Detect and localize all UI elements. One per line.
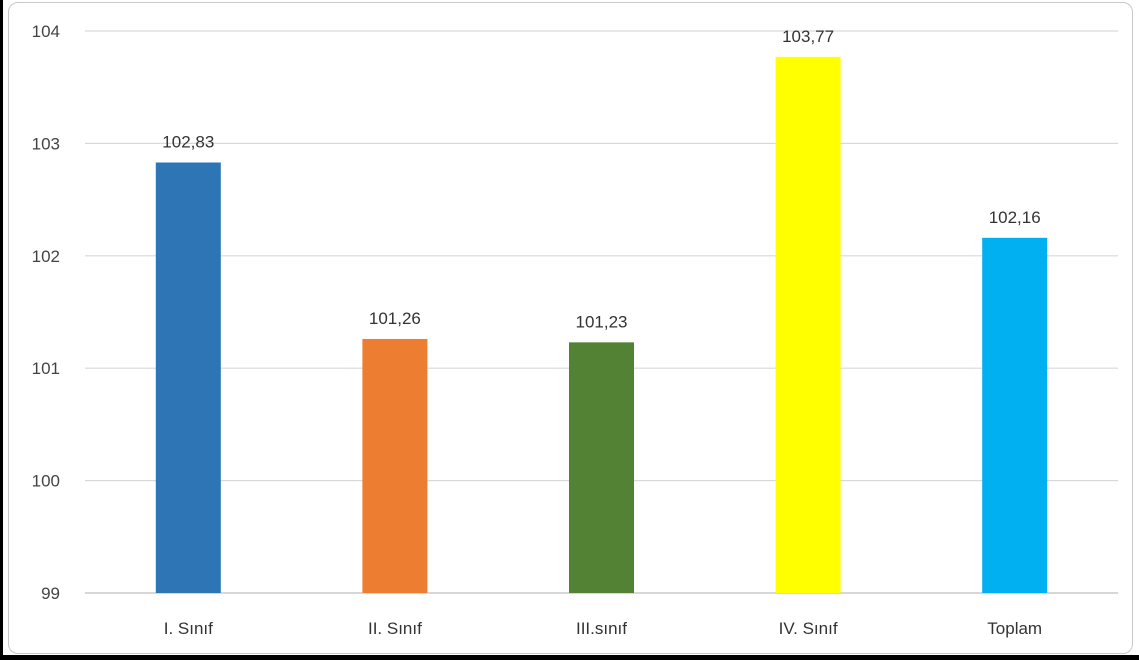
bar — [982, 237, 1048, 594]
window-edge-left — [0, 0, 3, 660]
y-tick-label: 99 — [41, 584, 60, 603]
x-category-label: III.sınıf — [576, 619, 627, 638]
y-tick-label: 102 — [32, 247, 60, 266]
data-label: 101,26 — [369, 309, 421, 328]
bar — [569, 342, 634, 593]
y-tick-label: 104 — [32, 22, 60, 41]
x-category-label: Toplam — [987, 619, 1042, 638]
y-tick-label: 100 — [32, 472, 60, 491]
x-category-label: IV. Sınıf — [779, 619, 838, 638]
bar — [155, 162, 221, 593]
data-label: 102,16 — [989, 208, 1041, 227]
bar — [775, 56, 841, 594]
y-tick-label: 101 — [32, 359, 60, 378]
x-category-label: II. Sınıf — [368, 619, 422, 638]
data-label: 101,23 — [576, 312, 628, 331]
x-category-label: I. Sınıf — [164, 619, 213, 638]
y-tick-label: 103 — [32, 134, 60, 153]
bar — [362, 338, 428, 593]
window-edge-bottom — [0, 655, 1139, 660]
data-label: 103,77 — [782, 27, 834, 46]
data-label: 102,83 — [162, 133, 214, 152]
